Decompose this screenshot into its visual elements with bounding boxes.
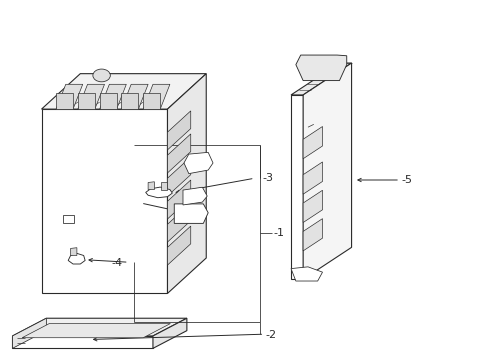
Text: -2: -2	[266, 330, 277, 340]
Polygon shape	[22, 324, 171, 338]
Polygon shape	[303, 219, 322, 251]
Polygon shape	[168, 134, 191, 173]
Polygon shape	[42, 109, 168, 293]
Polygon shape	[71, 248, 77, 256]
Polygon shape	[12, 318, 187, 336]
Polygon shape	[56, 84, 83, 109]
Polygon shape	[161, 183, 168, 190]
Polygon shape	[99, 84, 126, 109]
Polygon shape	[122, 93, 138, 109]
Polygon shape	[56, 93, 73, 109]
Polygon shape	[303, 63, 352, 279]
Polygon shape	[168, 226, 191, 265]
Polygon shape	[143, 93, 160, 109]
Polygon shape	[303, 162, 322, 194]
Polygon shape	[291, 95, 303, 279]
Polygon shape	[168, 157, 191, 196]
Polygon shape	[153, 318, 187, 348]
Polygon shape	[291, 267, 322, 281]
Polygon shape	[63, 215, 74, 222]
Text: -3: -3	[262, 173, 273, 183]
Polygon shape	[303, 126, 322, 159]
Polygon shape	[12, 336, 153, 348]
Polygon shape	[168, 74, 206, 293]
Polygon shape	[291, 63, 352, 95]
Polygon shape	[174, 204, 208, 224]
Text: -5: -5	[401, 175, 412, 185]
Text: -4: -4	[112, 258, 123, 268]
Polygon shape	[168, 180, 191, 219]
Polygon shape	[296, 55, 347, 81]
Polygon shape	[12, 318, 47, 348]
Polygon shape	[183, 187, 207, 205]
Polygon shape	[168, 203, 191, 242]
Polygon shape	[168, 111, 191, 150]
Text: -1: -1	[273, 228, 284, 238]
Polygon shape	[78, 84, 104, 109]
Polygon shape	[78, 93, 95, 109]
Polygon shape	[143, 84, 170, 109]
Polygon shape	[184, 152, 213, 174]
Polygon shape	[303, 190, 322, 222]
Circle shape	[93, 69, 110, 82]
Polygon shape	[42, 74, 206, 109]
Polygon shape	[68, 253, 85, 264]
Polygon shape	[99, 93, 117, 109]
Polygon shape	[146, 187, 172, 198]
Polygon shape	[148, 182, 154, 190]
Polygon shape	[122, 84, 148, 109]
